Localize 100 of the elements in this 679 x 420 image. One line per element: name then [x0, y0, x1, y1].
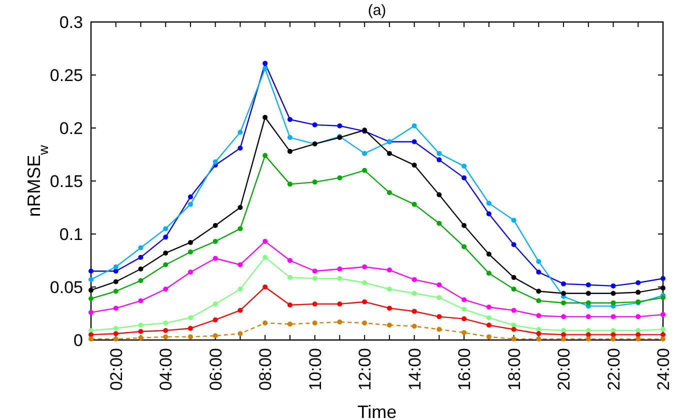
point [660, 286, 666, 291]
point [536, 313, 542, 318]
point [660, 312, 666, 318]
point [138, 266, 144, 272]
point [561, 328, 566, 333]
point [88, 310, 94, 315]
point [511, 218, 516, 223]
point [586, 282, 591, 288]
point [462, 223, 467, 228]
point [386, 268, 392, 273]
y-tick-label: 0.3 [59, 13, 83, 32]
point [312, 301, 318, 306]
point [362, 320, 368, 326]
point [436, 220, 442, 226]
point [412, 202, 417, 207]
y-tick-label: 0 [74, 331, 83, 350]
point [113, 268, 118, 274]
y-tick-label: 0.1 [59, 225, 83, 244]
point [586, 332, 591, 338]
point [636, 314, 641, 320]
point [212, 256, 218, 261]
point [188, 270, 193, 275]
point [386, 306, 392, 311]
point [660, 276, 666, 282]
point [138, 329, 144, 334]
point [536, 259, 542, 264]
point [561, 300, 566, 306]
point [238, 130, 243, 135]
point [312, 320, 318, 326]
point [287, 117, 292, 122]
point [163, 328, 168, 333]
x-tick-label: 22:00 [604, 348, 624, 391]
point [138, 298, 144, 304]
point [462, 316, 467, 322]
point [561, 290, 566, 296]
point [163, 320, 168, 326]
point [163, 226, 168, 232]
point [312, 122, 318, 128]
point [188, 194, 193, 200]
x-tick-label: 18:00 [504, 348, 524, 391]
point [636, 280, 641, 286]
point [536, 270, 542, 275]
point [337, 123, 342, 128]
point [88, 296, 94, 302]
point [536, 326, 542, 332]
point [188, 250, 193, 255]
point [337, 319, 342, 324]
point [287, 148, 292, 154]
point [610, 283, 616, 288]
point [238, 205, 243, 210]
point [188, 315, 193, 320]
point [462, 164, 467, 169]
point [212, 238, 218, 244]
point [262, 238, 268, 244]
point [138, 322, 144, 328]
point [337, 276, 342, 282]
point [238, 262, 243, 268]
point [287, 302, 292, 308]
point [163, 286, 168, 292]
point [287, 182, 292, 187]
point [412, 277, 417, 282]
point [511, 274, 516, 280]
point [436, 282, 442, 288]
point [561, 332, 566, 338]
point [386, 322, 392, 328]
x-tick-label: 20:00 [554, 348, 574, 391]
point [262, 114, 268, 120]
point [610, 290, 616, 296]
point [586, 300, 591, 306]
point [486, 322, 492, 328]
y-tick-label: 0.15 [50, 172, 83, 191]
point [238, 146, 243, 151]
point [561, 314, 566, 320]
x-axis-title: Time [357, 402, 397, 420]
point [337, 175, 342, 180]
point [436, 314, 442, 320]
point [436, 326, 442, 332]
point [412, 308, 417, 314]
y-tick-label: 0.25 [50, 66, 83, 85]
point [462, 306, 467, 312]
point [287, 258, 292, 263]
point [262, 60, 268, 66]
point [536, 298, 542, 304]
point [660, 295, 666, 300]
point [462, 330, 467, 336]
point [88, 268, 94, 274]
point [610, 300, 616, 306]
y-tick-label: 0.05 [50, 278, 83, 297]
point [486, 304, 492, 310]
point [362, 168, 368, 173]
y-tick-label: 0.2 [59, 119, 83, 138]
x-tick-label: 06:00 [206, 348, 226, 391]
point [586, 328, 591, 333]
point [462, 175, 467, 180]
point [362, 150, 368, 156]
point [462, 297, 467, 302]
point [113, 264, 118, 270]
point [536, 331, 542, 336]
point [337, 301, 342, 306]
point [511, 242, 516, 248]
